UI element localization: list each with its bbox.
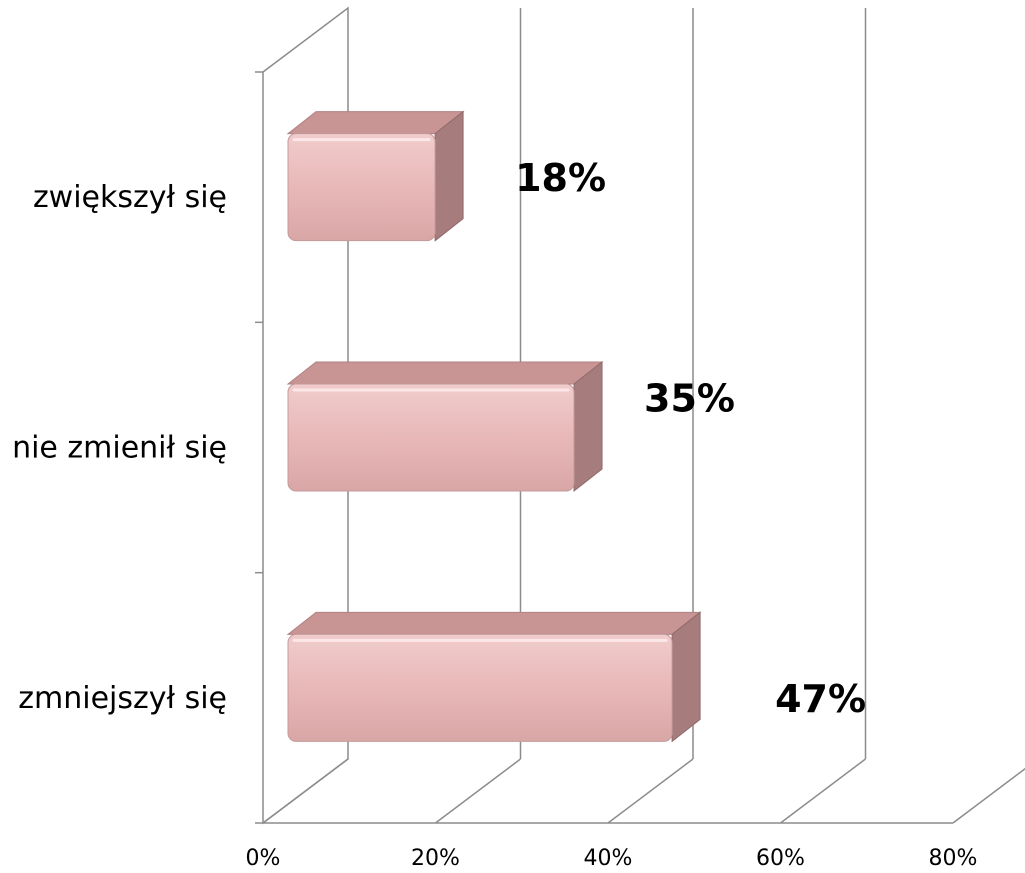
x-tick-label: 20%	[411, 846, 460, 871]
bar-top-face	[286, 361, 604, 385]
bar-front-face	[287, 633, 673, 742]
bar-front-face	[287, 133, 436, 242]
bar	[286, 360, 604, 493]
floor-gridline	[952, 767, 1025, 824]
floor-gridline	[262, 758, 349, 824]
category-label: nie zmienił się	[12, 431, 227, 466]
x-tick-label: 40%	[584, 846, 633, 871]
bar	[286, 110, 465, 242]
floor-gridline	[780, 758, 866, 824]
floor-gridline	[435, 758, 521, 824]
category-label: zwiększył się	[33, 180, 227, 215]
bar-front-face	[287, 383, 575, 492]
category-label: zmniejszył się	[18, 681, 227, 716]
floor-gridline	[607, 758, 694, 824]
label-layer: 0% 20% 40% 60% 80% zmniejszył się 47% nie zmien…	[12, 156, 977, 871]
data-label: 47%	[775, 677, 866, 721]
bar	[286, 611, 702, 743]
x-tick-label: 60%	[756, 846, 805, 871]
data-label: 18%	[515, 156, 606, 200]
bar-side-face	[573, 360, 603, 493]
data-label: 35%	[644, 377, 735, 421]
x-tick-label: 0%	[246, 846, 281, 871]
bar-layer	[286, 110, 702, 743]
bar-side-face	[434, 110, 464, 242]
bar-side-face	[671, 611, 701, 743]
bar-top-face	[286, 111, 465, 135]
x-tick-label: 80%	[929, 846, 978, 871]
bar-top-face	[286, 611, 702, 635]
